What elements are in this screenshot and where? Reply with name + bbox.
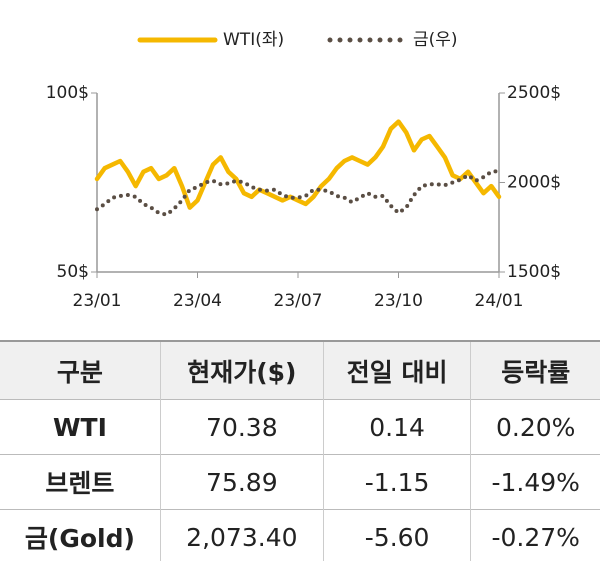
chart: 50$ 100$ 1500$ 2000$ 2500$ 23/01 23/04 23/07 23/… (46, 30, 561, 311)
table-cell: 등락률 (470, 340, 600, 400)
series-line (94, 119, 502, 210)
table-cell: WTI (0, 399, 161, 455)
table-cell: -0.27% (470, 509, 600, 561)
x-tick-label: 24/01 (475, 291, 524, 311)
table-row: 브렌트 75.89 -1.15 -1.49% (0, 454, 600, 510)
table-cell: -1.15 (322, 454, 471, 510)
y-tick-label: 50$ (57, 262, 89, 282)
table-cell: 0.14 (322, 399, 471, 455)
table-cell: 70.38 (159, 399, 324, 455)
y2-tick-label: 2500$ (507, 83, 561, 103)
y2-tick-label: 2000$ (507, 173, 561, 193)
x-tick-label: 23/01 (73, 291, 122, 311)
table-cell: -1.49% (470, 454, 600, 510)
table-row: 구분 현재가($) 전일 대비 등락률 (0, 340, 600, 400)
table-cell: -5.60 (322, 509, 471, 561)
table-cell: 2,073.40 (159, 509, 324, 561)
legend-label: 금(우) (413, 30, 458, 50)
table-cell: 구분 (0, 340, 161, 400)
table-cell: 현재가($) (159, 340, 324, 400)
x-tick-label: 23/10 (374, 291, 423, 311)
table-cell: 브렌트 (0, 454, 161, 510)
y2-tick-label: 1500$ (507, 262, 561, 282)
price-table: 구분 현재가($) 전일 대비 등락률 WTI 70.38 0.14 0.20% 브렌트 75.8… (0, 340, 600, 561)
table-cell: 0.20% (470, 399, 600, 455)
table-cell: 금(Gold) (0, 509, 161, 561)
table-row: WTI 70.38 0.14 0.20% (0, 399, 600, 455)
table-row: 금(Gold) 2,073.40 -5.60 -0.27% (0, 509, 600, 561)
x-tick-label: 23/07 (274, 291, 323, 311)
y-tick-label: 100$ (46, 83, 89, 103)
x-tick-label: 23/04 (173, 291, 222, 311)
legend-label: WTI(좌) (223, 30, 284, 50)
table-cell: 75.89 (159, 454, 324, 510)
series-line (95, 168, 501, 217)
table-cell: 전일 대비 (322, 340, 471, 400)
